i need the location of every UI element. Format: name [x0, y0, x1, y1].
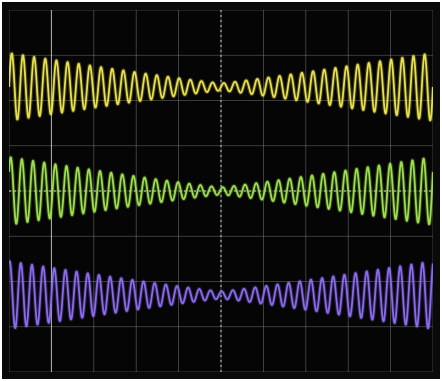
waveform-trace: [9, 156, 433, 226]
waveform-trace: [9, 260, 433, 330]
waveform-plot: [9, 10, 433, 372]
oscilloscope-screen: [9, 10, 433, 372]
waveform-trace: [9, 52, 433, 122]
